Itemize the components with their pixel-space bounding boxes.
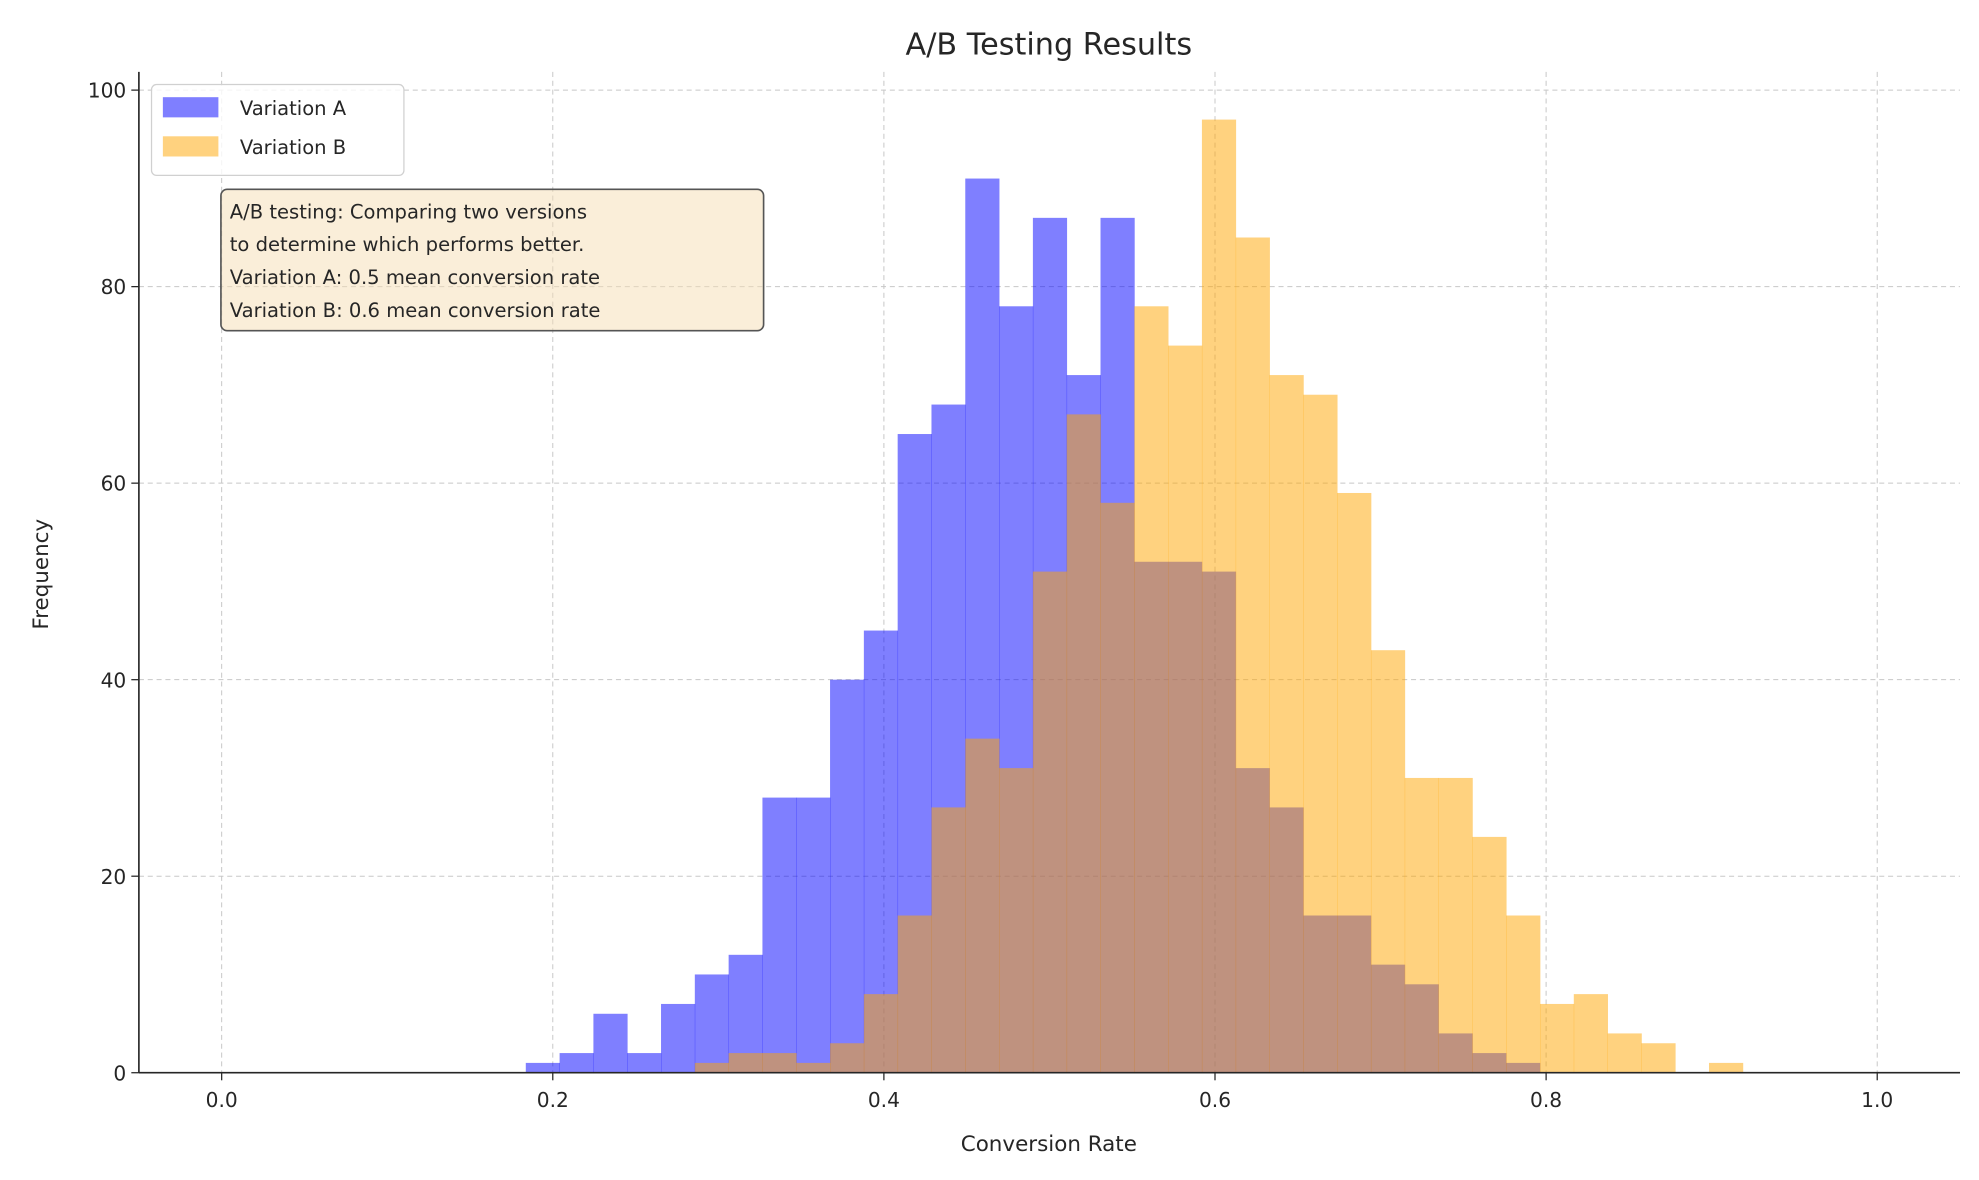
bar-variation-b xyxy=(1201,119,1237,1073)
bar-variation-b xyxy=(1607,1033,1642,1073)
bar-variation-b xyxy=(1100,502,1135,1073)
bar-variation-b xyxy=(796,1062,831,1073)
legend-swatch xyxy=(162,136,219,157)
annotation-line: Variation B: 0.6 mean conversion rate xyxy=(230,299,601,322)
bar-variation-b xyxy=(728,1053,763,1073)
bar-variation-b xyxy=(1573,994,1608,1073)
bar-variation-b xyxy=(1235,237,1270,1073)
bar-variation-a xyxy=(661,1003,696,1073)
y-tick-label: 100 xyxy=(88,79,127,103)
x-tick-label: 0.8 xyxy=(1530,1088,1562,1112)
legend-label: Variation A xyxy=(240,97,347,120)
bar-variation-b xyxy=(897,915,932,1073)
bar-variation-b xyxy=(1303,394,1338,1073)
bar-variation-a xyxy=(525,1062,560,1073)
bar-variation-b xyxy=(1370,650,1406,1073)
x-tick-label: 1.0 xyxy=(1861,1088,1893,1112)
bar-variation-b xyxy=(830,1043,865,1073)
annotation-background xyxy=(220,188,765,332)
annotation-line: A/B testing: Comparing two versions xyxy=(230,200,587,223)
bar-variation-a xyxy=(627,1053,662,1073)
annotation-line: to determine which performs better. xyxy=(230,233,585,256)
bar-variation-a xyxy=(694,974,730,1073)
y-tick-label: 20 xyxy=(101,865,127,889)
annotation-line: Variation A: 0.5 mean conversion rate xyxy=(230,266,600,289)
bar-variation-a xyxy=(559,1053,594,1073)
bar-variation-b xyxy=(1641,1043,1676,1073)
bar-variation-b xyxy=(694,1062,730,1073)
bar-variation-b xyxy=(1269,375,1304,1073)
bar-variation-b xyxy=(999,768,1034,1073)
x-tick-label: 0.2 xyxy=(537,1088,569,1112)
bar-variation-b xyxy=(1404,777,1439,1073)
bar-variation-b xyxy=(1032,571,1068,1073)
bar-variation-b xyxy=(1168,345,1203,1073)
x-axis-label: Conversion Rate xyxy=(961,1132,1137,1157)
bar-variation-a xyxy=(762,797,797,1073)
x-tick-label: 0.0 xyxy=(206,1088,238,1112)
bar-variation-b xyxy=(1539,1003,1575,1073)
bar-variation-b xyxy=(1134,306,1169,1073)
bar-variation-b xyxy=(1438,777,1473,1073)
bar-variation-b xyxy=(931,807,966,1073)
legend-label: Variation B xyxy=(240,136,346,159)
y-axis-label: Frequency xyxy=(29,519,54,630)
y-tick-label: 60 xyxy=(101,472,127,496)
bar-variation-a xyxy=(593,1013,628,1073)
y-tick-label: 0 xyxy=(113,1061,126,1085)
y-tick-label: 80 xyxy=(101,275,127,299)
bar-variation-a xyxy=(796,797,831,1073)
bar-variation-b xyxy=(965,738,1000,1073)
bar-variation-b xyxy=(863,994,899,1073)
bar-variation-b xyxy=(1472,836,1507,1073)
legend: Variation A Variation B xyxy=(150,83,405,177)
bar-variation-b xyxy=(1709,1062,1744,1073)
x-tick-label: 0.6 xyxy=(1199,1088,1231,1112)
bar-variation-b xyxy=(1337,492,1372,1073)
x-tick-label: 0.4 xyxy=(868,1088,900,1112)
bar-variation-b xyxy=(1506,915,1541,1073)
bar-variation-b xyxy=(1066,414,1101,1073)
y-tick-label: 40 xyxy=(101,668,127,692)
annotation-box: A/B testing: Comparing two versions to de… xyxy=(220,188,765,332)
chart-title: A/B Testing Results xyxy=(906,27,1193,62)
bar-variation-b xyxy=(762,1053,797,1073)
bar-variation-a xyxy=(830,679,865,1073)
legend-swatch xyxy=(162,97,219,118)
